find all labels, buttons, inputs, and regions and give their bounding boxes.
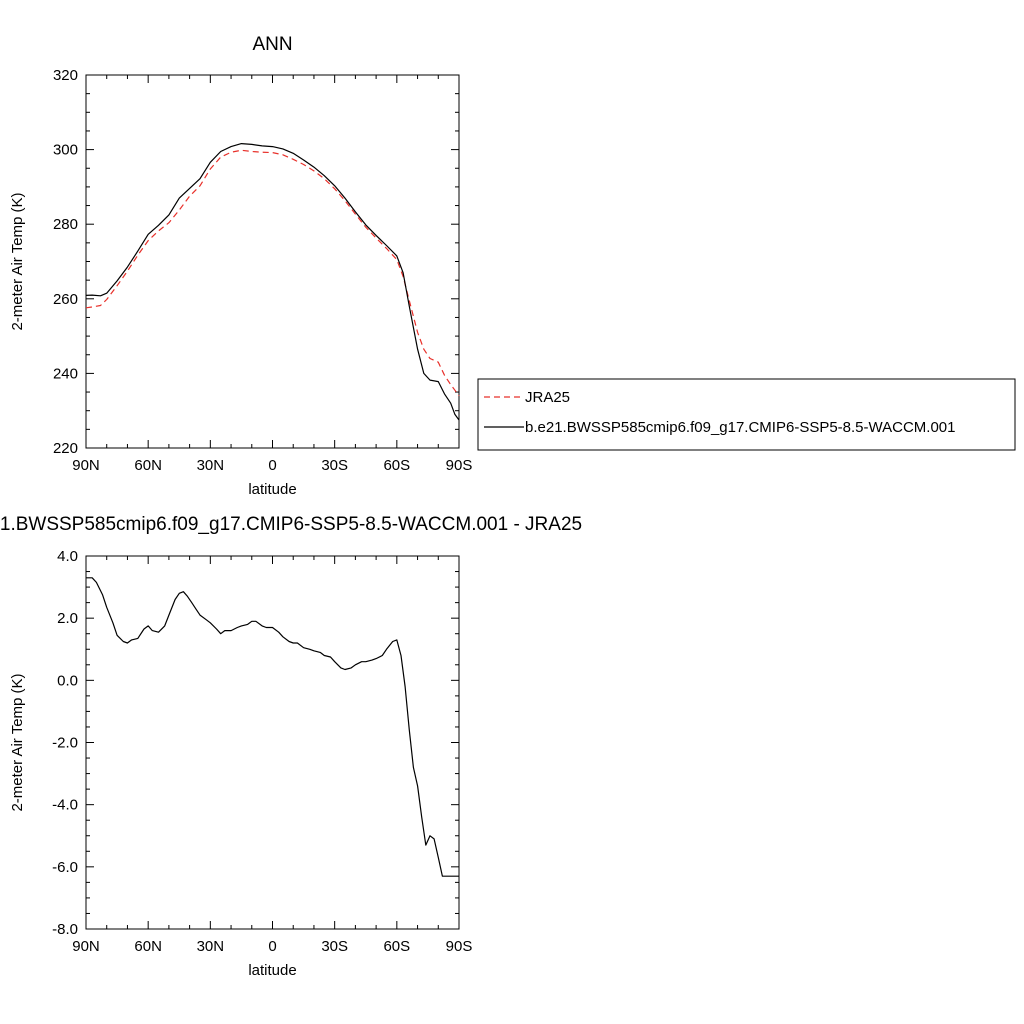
series-line-1 [85,143,460,421]
x-axis-label: latitude [248,962,296,979]
plot-frame [85,74,460,449]
y-tick-label: 260 [53,291,78,308]
x-tick-label: 30S [321,938,348,955]
legend: JRA25 b.e21.BWSSP585cmip6.f09_g17.CMIP6-S… [477,378,1016,451]
x-tick-label: 30S [321,457,348,474]
top-chart: ANN 90N 60N 30N 0 30S 60S 90S 220 240 260 280 300 320… [9,34,472,498]
y-axis-label: 2-meter Air Temp (K) [9,673,26,811]
y-tick-label: 300 [53,142,78,159]
x-tick-label: 0 [268,457,276,474]
x-axis-label: latitude [248,481,296,498]
plot-frame [85,555,460,930]
series-line-0 [85,149,460,397]
x-tick-label: 30N [197,457,225,474]
y-tick-label: -8.0 [52,921,78,938]
y-tick-label: 2.0 [57,610,78,627]
chart-title: ANN [252,34,292,55]
x-tick-label: 0 [268,938,276,955]
legend-label: JRA25 [525,389,570,406]
series-line-0 [86,577,459,877]
legend-label: b.e21.BWSSP585cmip6.f09_g17.CMIP6-SSP5-8… [525,419,955,436]
y-tick-label: 0.0 [57,672,78,689]
x-tick-label: 90N [72,938,100,955]
x-tick-label: 60S [383,938,410,955]
y-tick-label: 4.0 [57,548,78,565]
y-tick-label: -2.0 [52,735,78,752]
x-tick-label: 60N [134,938,162,955]
x-tick-label: 90N [72,457,100,474]
y-tick-label: -6.0 [52,859,78,876]
chart-title: b.e21.BWSSP585cmip6.f09_g17.CMIP6-SSP5-8… [0,514,582,535]
y-tick-label: -4.0 [52,797,78,814]
x-tick-label: 30N [197,938,225,955]
y-tick-label: 280 [53,216,78,233]
bottom-chart: b.e21.BWSSP585cmip6.f09_g17.CMIP6-SSP5-8… [0,514,582,979]
y-tick-label: 240 [53,365,78,382]
x-tick-label: 90S [446,457,473,474]
y-tick-label: 220 [53,440,78,457]
x-tick-label: 90S [446,938,473,955]
legend-box [477,378,1016,451]
y-tick-label: 320 [53,67,78,84]
y-axis-label: 2-meter Air Temp (K) [9,192,26,330]
x-tick-label: 60S [383,457,410,474]
x-tick-label: 60N [134,457,162,474]
